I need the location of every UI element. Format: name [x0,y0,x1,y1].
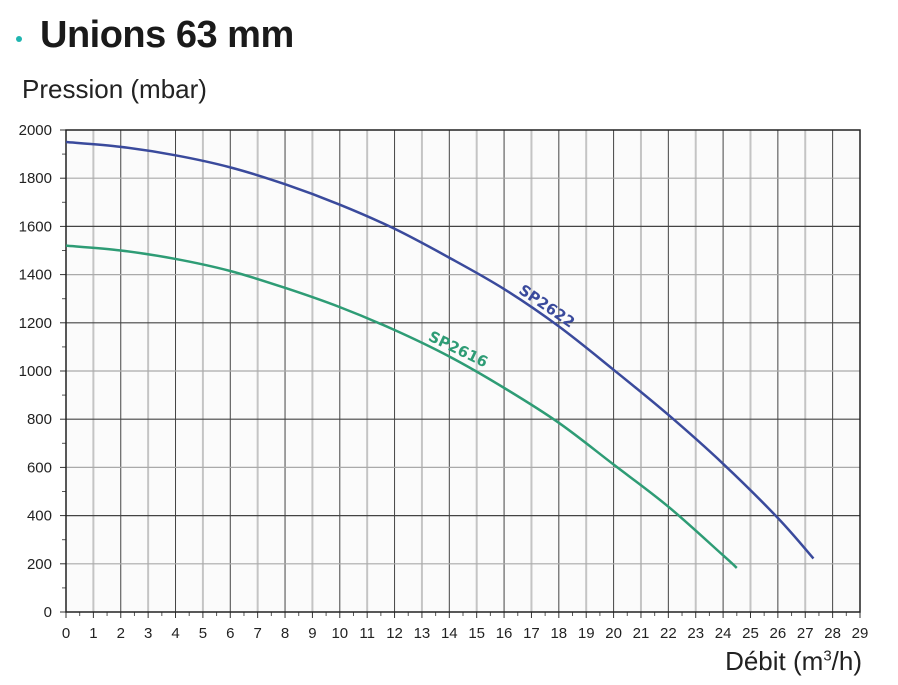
x-tick-label: 18 [550,625,567,642]
x-tick-label: 11 [359,625,375,642]
y-tick-label: 1600 [19,218,52,235]
x-tick-label: 21 [633,625,650,642]
x-tick-label: 6 [226,625,234,642]
x-tick-label: 14 [441,625,458,642]
y-tick-label: 800 [27,411,52,428]
y-tick-label: 200 [27,556,52,573]
x-tick-label: 1 [89,625,97,642]
x-axis-label-end: /h) [831,646,862,676]
x-tick-label: 10 [331,625,348,642]
x-tick-label: 15 [468,625,485,642]
x-tick-label: 7 [253,625,261,642]
x-tick-label: 27 [797,625,814,642]
y-tick-label: 1000 [19,363,52,380]
y-tick-label: 600 [27,459,52,476]
series-line-sp2622 [65,140,815,560]
x-axis-label-sup: 3 [823,647,832,665]
y-tick-label: 2000 [19,122,52,139]
y-tick-label: 1800 [19,170,52,187]
x-tick-label: 8 [281,625,289,642]
x-tick-label: 29 [852,625,869,642]
x-axis-label-main: Débit (m [725,646,824,676]
y-tick-label: 1400 [19,267,52,284]
chart-title-text: Unions 63 mm [40,14,294,56]
bullet-icon [16,36,22,42]
x-tick-label: 26 [770,625,787,642]
x-tick-label: 4 [171,625,179,642]
x-tick-label: 12 [386,625,403,642]
x-tick-label: 28 [824,625,841,642]
y-tick-label: 1200 [19,315,52,332]
x-tick-label: 0 [62,625,70,642]
x-tick-label: 17 [523,625,540,642]
x-tick-label: 9 [308,625,316,642]
x-tick-label: 3 [144,625,152,642]
plot-border [65,129,861,613]
x-tick-label: 22 [660,625,677,642]
x-axis-label: Débit (m3/h) [725,646,862,677]
x-tick-label: 24 [715,625,732,642]
x-tick-label: 2 [117,625,125,642]
y-tick-label: 400 [27,508,52,525]
x-tick-label: 16 [496,625,513,642]
y-tick-label: 0 [44,604,52,621]
x-tick-label: 23 [687,625,704,642]
x-tick-label: 13 [414,625,431,642]
x-tick-label: 5 [199,625,207,642]
chart-title: Unions 63 mm [16,14,294,57]
series-line-sp2616 [65,244,738,569]
x-tick-label: 20 [605,625,622,642]
y-axis-label: Pression (mbar) [22,74,207,104]
x-tick-label: 25 [742,625,759,642]
x-tick-label: 19 [578,625,595,642]
